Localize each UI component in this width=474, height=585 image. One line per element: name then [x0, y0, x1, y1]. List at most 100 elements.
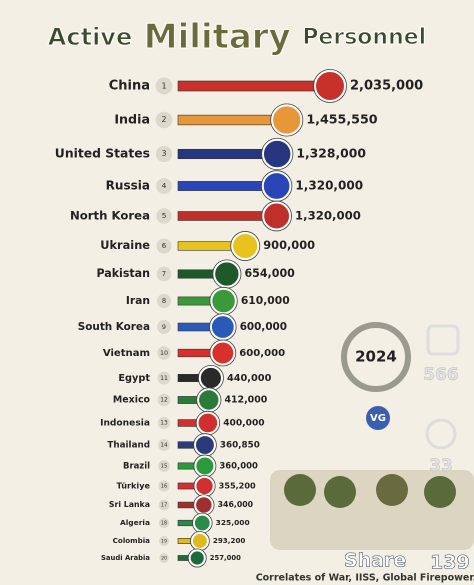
rank-label: 1 — [161, 82, 166, 91]
comment-icon[interactable] — [425, 418, 457, 450]
flag — [210, 287, 237, 315]
share-count: 139 — [430, 552, 470, 574]
flag — [194, 434, 216, 456]
flag — [210, 340, 236, 366]
rank-badge — [158, 517, 170, 529]
flag — [209, 314, 236, 340]
rank-badge — [158, 480, 170, 492]
helmet — [324, 476, 356, 508]
rank-badge — [159, 536, 169, 546]
rank-label: 9 — [162, 323, 166, 331]
value-label: 1,320,000 — [295, 179, 363, 193]
flag — [261, 171, 292, 201]
share-button[interactable]: Share 139 — [344, 549, 470, 574]
value-label: 1,328,000 — [296, 147, 366, 161]
category-label: Saudi Arabia — [101, 554, 150, 562]
category-label: United States — [55, 147, 150, 161]
share-label[interactable]: Share — [344, 549, 407, 572]
category-label: Vietnam — [103, 348, 150, 359]
helmet — [424, 476, 456, 508]
flag — [231, 231, 260, 261]
value-label: 1,455,550 — [306, 112, 377, 127]
title-part: Military — [144, 17, 291, 57]
category-label: Sri Lanka — [109, 500, 150, 509]
flag — [194, 495, 214, 515]
value-label: 610,000 — [241, 294, 290, 307]
flag — [198, 365, 223, 391]
value-label: 600,000 — [240, 321, 287, 333]
category-label: Mexico — [113, 395, 151, 406]
rank-label: 11 — [160, 375, 168, 382]
value-label: 360,000 — [219, 461, 258, 471]
rank-badge — [157, 416, 171, 430]
category-label: Indonesia — [100, 419, 150, 429]
value-label: 2,035,000 — [350, 79, 423, 94]
logo-circle — [366, 406, 390, 430]
rank-badge — [156, 266, 172, 282]
rank-label: 6 — [162, 241, 167, 250]
flag-outline — [261, 137, 294, 171]
flag-outline — [261, 200, 292, 232]
value-label: 600,000 — [239, 348, 285, 359]
rank-label: 20 — [161, 556, 167, 562]
category-label: Thailand — [107, 441, 150, 451]
category-label: China — [109, 79, 150, 94]
flag — [196, 411, 220, 435]
value-label: 355,200 — [219, 481, 256, 491]
like-button[interactable]: 566 — [423, 324, 460, 385]
rank-badge — [155, 77, 173, 95]
like-icon[interactable] — [426, 324, 460, 356]
rank-label: 13 — [160, 421, 168, 427]
rank-badge — [155, 145, 173, 163]
chart-title: Active Military Personnel — [48, 17, 426, 57]
rank-label: 3 — [162, 149, 167, 158]
value-label: 900,000 — [263, 238, 315, 252]
flag — [262, 201, 292, 231]
helmet — [284, 474, 316, 506]
rank-label: 15 — [161, 464, 168, 470]
rank-badge — [159, 553, 169, 563]
rank-badge — [158, 460, 170, 472]
flag — [192, 513, 212, 533]
category-label: Colombia — [113, 536, 150, 545]
rank-label: 2 — [162, 115, 167, 124]
value-label: 346,000 — [218, 500, 254, 509]
rank-badge — [156, 293, 172, 309]
category-label: South Korea — [78, 321, 150, 333]
soldiers-art — [270, 470, 474, 550]
flag — [197, 388, 221, 412]
value-label: 412,000 — [224, 395, 267, 406]
flag — [190, 532, 209, 550]
value-label: 293,200 — [213, 536, 246, 545]
value-label: 440,000 — [227, 373, 272, 384]
title-part: Active — [48, 23, 132, 51]
rank-label: 14 — [160, 443, 168, 449]
flag-outline — [270, 103, 304, 137]
rank-label: 18 — [161, 521, 167, 527]
rank-label: 10 — [160, 350, 168, 357]
flag — [261, 138, 293, 170]
flag — [194, 455, 216, 477]
rank-badge — [155, 111, 173, 129]
rank-label: 16 — [161, 484, 168, 490]
category-label: Egypt — [118, 373, 150, 384]
year: 2024 — [355, 348, 397, 366]
comment-count: 33 — [429, 456, 453, 476]
category-label: North Korea — [70, 209, 150, 223]
value-label: 360,850 — [220, 441, 260, 451]
flag-outline — [230, 231, 261, 261]
comment-button[interactable]: 33 — [425, 418, 457, 476]
category-label: Pakistan — [96, 267, 150, 280]
like-count: 566 — [423, 365, 459, 385]
value-label: 257,000 — [210, 554, 241, 562]
rank-badge — [156, 238, 172, 254]
flag — [271, 104, 303, 136]
category-label: Ukraine — [100, 238, 150, 252]
soldiers — [270, 470, 474, 550]
rank-badge — [156, 208, 172, 224]
category-label: Algeria — [120, 518, 150, 527]
category-label: Iran — [126, 294, 150, 307]
category-label: Brazil — [123, 461, 150, 471]
